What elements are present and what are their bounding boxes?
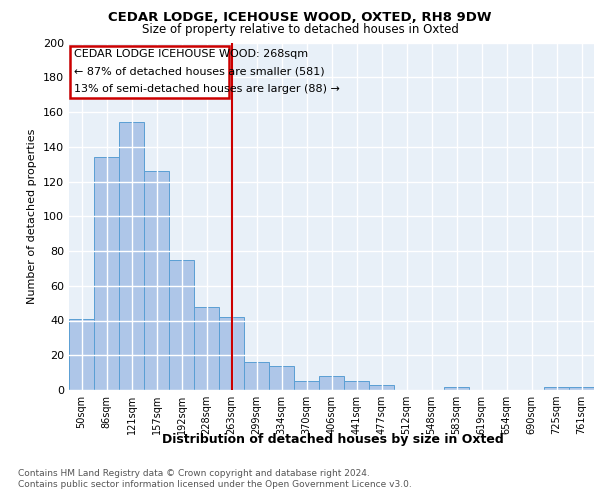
Text: Size of property relative to detached houses in Oxted: Size of property relative to detached ho… bbox=[142, 22, 458, 36]
Bar bbox=[244, 362, 269, 390]
Bar bbox=[144, 171, 169, 390]
Text: ← 87% of detached houses are smaller (581): ← 87% of detached houses are smaller (58… bbox=[74, 67, 325, 77]
Text: Contains public sector information licensed under the Open Government Licence v3: Contains public sector information licen… bbox=[18, 480, 412, 489]
Text: CEDAR LODGE, ICEHOUSE WOOD, OXTED, RH8 9DW: CEDAR LODGE, ICEHOUSE WOOD, OXTED, RH8 9… bbox=[108, 11, 492, 24]
Text: Distribution of detached houses by size in Oxted: Distribution of detached houses by size … bbox=[162, 432, 504, 446]
Bar bbox=[569, 386, 594, 390]
Bar bbox=[319, 376, 344, 390]
Bar bbox=[219, 317, 244, 390]
Bar bbox=[194, 306, 219, 390]
Y-axis label: Number of detached properties: Number of detached properties bbox=[28, 128, 37, 304]
Bar bbox=[119, 122, 144, 390]
Bar bbox=[544, 386, 569, 390]
Bar bbox=[94, 157, 119, 390]
Bar bbox=[369, 385, 394, 390]
Text: CEDAR LODGE ICEHOUSE WOOD: 268sqm: CEDAR LODGE ICEHOUSE WOOD: 268sqm bbox=[74, 50, 308, 59]
Text: Contains HM Land Registry data © Crown copyright and database right 2024.: Contains HM Land Registry data © Crown c… bbox=[18, 469, 370, 478]
Bar bbox=[169, 260, 194, 390]
Bar bbox=[294, 382, 319, 390]
Bar bbox=[269, 366, 294, 390]
Text: 13% of semi-detached houses are larger (88) →: 13% of semi-detached houses are larger (… bbox=[74, 84, 340, 94]
Bar bbox=[344, 382, 369, 390]
Bar bbox=[69, 319, 94, 390]
Bar bbox=[444, 386, 469, 390]
Bar bbox=[70, 46, 229, 98]
